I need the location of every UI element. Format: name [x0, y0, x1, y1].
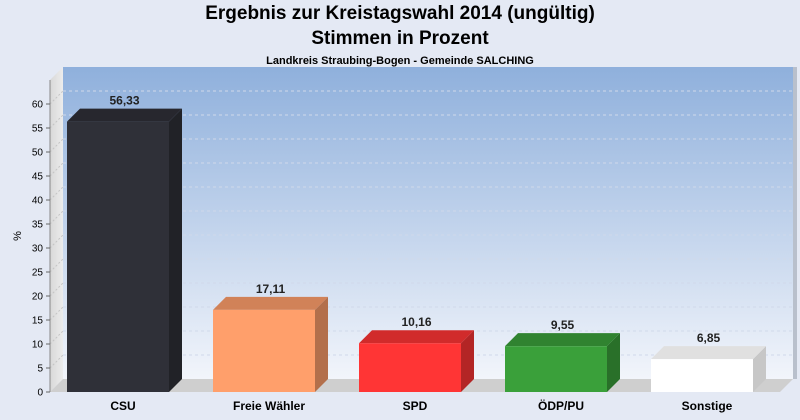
grid-line-diag	[49, 114, 64, 129]
grid-line-diag	[49, 210, 64, 225]
bar-freie-wähler	[213, 296, 328, 392]
bar-value-label: 56,33	[109, 94, 139, 108]
chart-title: Ergebnis zur Kreistagswahl 2014 (ungülti…	[205, 3, 595, 24]
bar-top	[505, 333, 620, 347]
x-axis: CSU Freie Wähler SPD ÖDP/PU Sonstige	[110, 398, 732, 413]
y-tick-label: 40	[32, 196, 44, 207]
grid-line-diag	[49, 90, 64, 105]
y-tick-label: 50	[32, 148, 44, 159]
y-tick-label: 30	[32, 244, 44, 255]
plot-left-wall	[50, 67, 63, 392]
bar	[213, 309, 315, 392]
bar-top	[213, 296, 328, 310]
bar-csu	[67, 108, 182, 392]
x-category-label: ÖDP/PU	[538, 398, 584, 413]
bar-value-label: 10,16	[401, 315, 431, 329]
plot-back-wall	[63, 67, 793, 379]
bar-side	[607, 333, 620, 392]
bar-ödp-pu	[505, 333, 620, 392]
bar-top	[67, 108, 182, 122]
bar-side	[753, 346, 766, 392]
grid-line-diag	[49, 330, 64, 345]
grid-line-diag	[49, 354, 64, 369]
y-tick-label: 15	[32, 316, 44, 327]
bar-side	[461, 330, 474, 392]
y-tick-label: 35	[32, 220, 44, 231]
grid-line-diag	[49, 138, 64, 153]
bar	[505, 346, 607, 392]
bar	[359, 343, 461, 392]
bar-value-label: 6,85	[697, 331, 721, 345]
bar-spd	[359, 330, 474, 392]
y-tick-label: 55	[32, 124, 44, 135]
y-tick-label: 60	[32, 100, 44, 111]
plot-right-edge	[793, 67, 797, 379]
bars: 56,33 17,11 10,16 9,55 6,85	[67, 94, 766, 392]
y-tick-label: 25	[32, 268, 44, 279]
bar-sonstige	[651, 346, 766, 392]
bar-value-label: 9,55	[551, 318, 575, 332]
bar-value-label: 17,11	[256, 282, 286, 296]
y-tick-label: 0	[37, 388, 43, 399]
grid-line-diag	[49, 306, 64, 321]
bar-side	[315, 296, 328, 392]
grid-line-diag	[49, 258, 64, 273]
grid-line-diag	[49, 186, 64, 201]
x-category-label: SPD	[403, 399, 428, 413]
x-category-label: CSU	[110, 399, 135, 413]
y-tick-label: 10	[32, 340, 44, 351]
bar	[651, 359, 753, 392]
grid-line-diag	[49, 282, 64, 297]
y-axis: 0 5 10 15 20 25 30 35 40 45 50 55 60	[32, 80, 51, 399]
y-tick-label: 45	[32, 172, 44, 183]
grid-line-diag	[49, 162, 64, 177]
y-axis-label: %	[12, 231, 24, 241]
y-tick-label: 20	[32, 292, 44, 303]
chart-subtitle: Stimmen in Prozent	[311, 28, 489, 49]
bar-top	[359, 330, 474, 344]
bar-top	[651, 346, 766, 360]
chart-region-label: Landkreis Straubing-Bogen - Gemeinde SAL…	[266, 55, 534, 67]
x-category-label: Freie Wähler	[233, 399, 305, 413]
grid-line-diag	[49, 234, 64, 249]
bar	[67, 121, 169, 392]
x-category-label: Sonstige	[682, 399, 733, 413]
y-tick-label: 5	[37, 364, 43, 375]
bar-side	[169, 108, 182, 392]
